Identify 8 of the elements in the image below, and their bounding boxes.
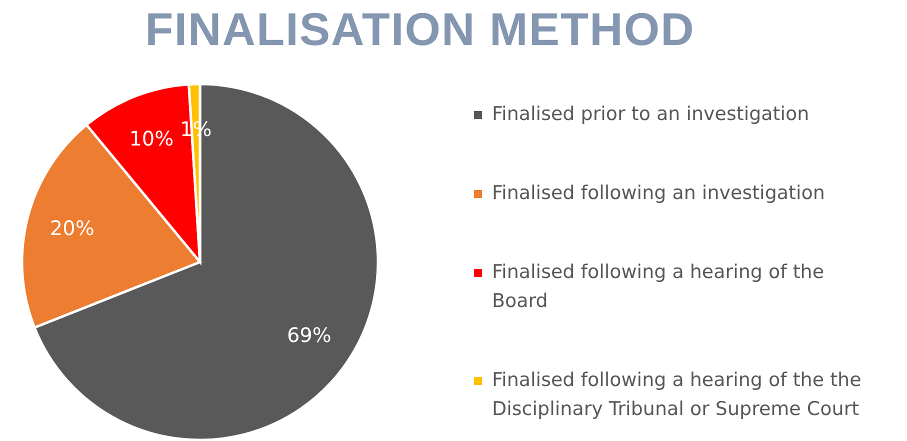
data-label: 10% bbox=[129, 126, 174, 150]
chart-title: FINALISATION METHOD bbox=[144, 2, 696, 56]
data-label: 20% bbox=[50, 216, 94, 240]
legend-label: Finalised following an investigation bbox=[491, 181, 826, 206]
legend-label: Finalised following a hearing of the Board bbox=[491, 260, 826, 314]
data-label: 69% bbox=[286, 323, 332, 348]
legend-label: Finalised following a hearing of the the Disciplinary Tribunal or Supreme Court bbox=[491, 368, 862, 422]
legend-label: Finalised prior to an investigation bbox=[491, 102, 810, 127]
